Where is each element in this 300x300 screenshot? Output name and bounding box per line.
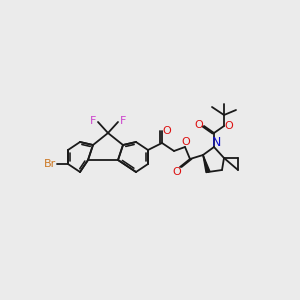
Text: O: O: [163, 126, 171, 136]
Text: N: N: [211, 136, 221, 148]
Text: O: O: [182, 137, 190, 147]
Text: F: F: [90, 116, 96, 126]
Text: Br: Br: [44, 159, 56, 169]
Text: O: O: [225, 121, 233, 131]
Text: F: F: [120, 116, 126, 126]
Polygon shape: [203, 155, 210, 172]
Text: O: O: [172, 167, 182, 177]
Text: O: O: [195, 120, 203, 130]
